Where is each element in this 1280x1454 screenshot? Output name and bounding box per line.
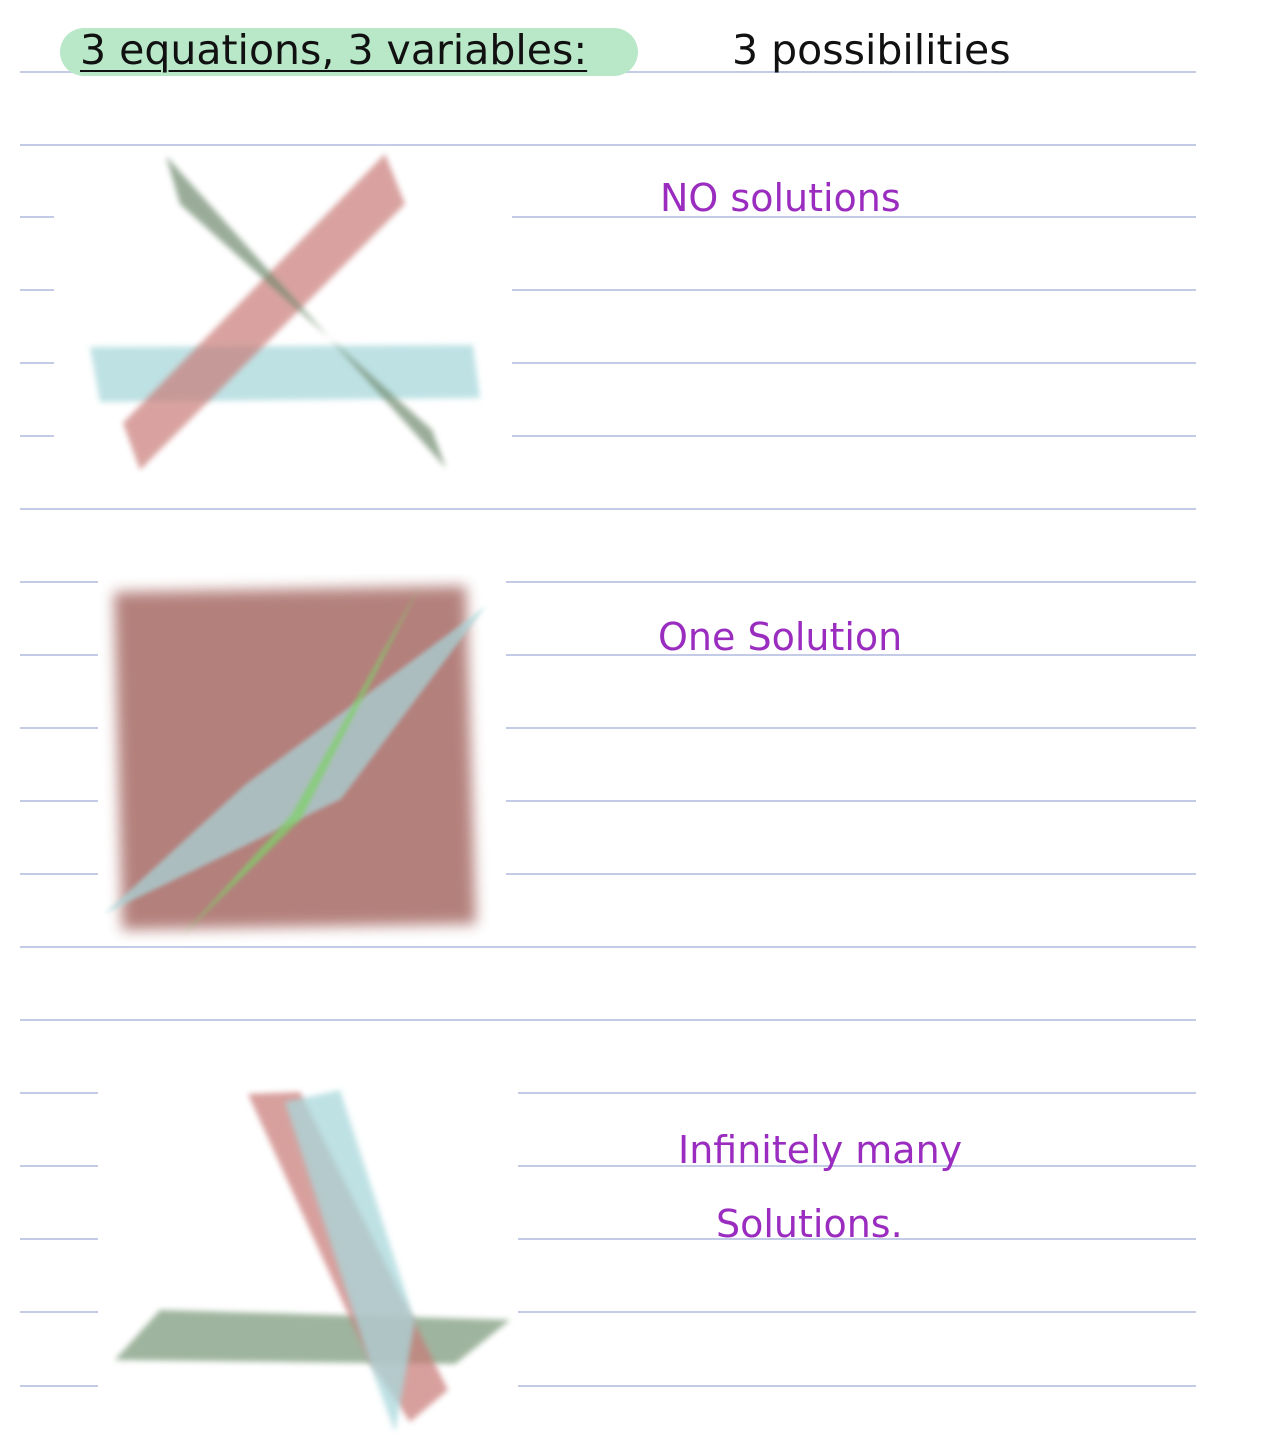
plane-dark-green [166,156,446,468]
plane-blue-slanted [285,1090,415,1432]
title-highlight [60,28,638,76]
case-label-one-solution: One Solution [658,615,903,659]
page-subtitle: 3 possibilities [732,26,1011,74]
case-label-infinitely-many-line1: Infinitely many [678,1128,963,1172]
infinitely-many-figure [115,1090,510,1432]
plane-horizontal [90,345,480,402]
plane-light-blue [104,606,486,914]
one-solution-figure [104,582,486,936]
case-label-infinitely-many-line2: Solutions. [716,1202,903,1246]
plane-green-horizontal [115,1310,510,1364]
no-solutions-figure [90,154,480,470]
case-label-no-solutions: NO solutions [660,176,901,220]
plane-red [123,154,405,470]
page-title: 3 equations, 3 variables: [80,26,588,74]
